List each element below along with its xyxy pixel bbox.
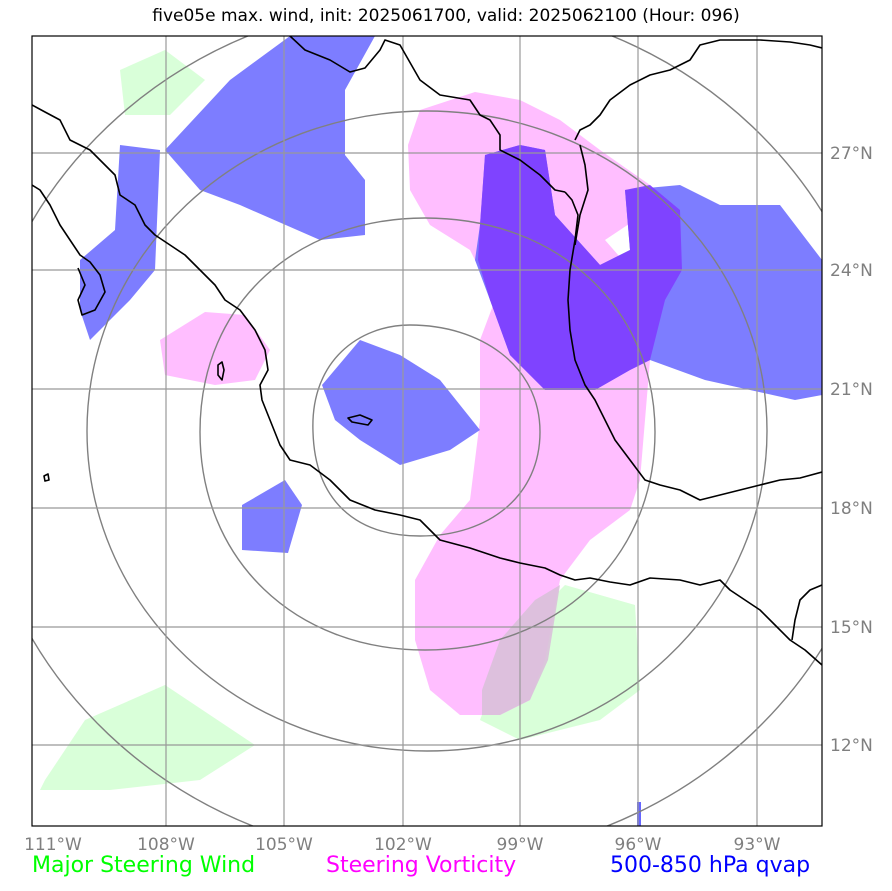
qvap-sliver <box>637 802 641 826</box>
legend-major-steering-wind: Major Steering Wind <box>32 853 256 878</box>
lon-tick-labels: 111°W 108°W 105°W 102°W 99°W 96°W 93°W <box>24 835 781 855</box>
lat-tick-label: 21°N <box>830 380 873 400</box>
coastline-gulf-of-california-east <box>289 36 566 193</box>
lat-tick-labels: 27°N 24°N 21°N 18°N 15°N 12°N <box>830 144 873 756</box>
qvap-region-coast <box>80 145 160 340</box>
coastline-island-3 <box>43 473 50 482</box>
lat-tick-label: 27°N <box>830 144 873 164</box>
range-ring-1 <box>312 324 541 537</box>
lat-tick-label: 15°N <box>830 618 873 638</box>
lon-tick-label: 108°W <box>137 835 195 855</box>
graticule <box>32 36 822 826</box>
lon-tick-label: 96°W <box>615 835 662 855</box>
coastline-texas-inner <box>574 144 589 246</box>
coastline-texas <box>574 39 822 141</box>
lat-tick-label: 12°N <box>830 736 873 756</box>
coastline-baja-west <box>32 104 822 666</box>
lon-tick-label: 93°W <box>734 835 781 855</box>
range-ring-3 <box>86 110 768 752</box>
vorticity-qvap-overlap <box>478 145 682 390</box>
qvap-region-center <box>322 340 480 465</box>
legend-qvap: 500-850 hPa qvap <box>610 853 811 878</box>
coastlines <box>32 36 822 666</box>
wind-region-southwest <box>40 685 255 790</box>
coastline-island-1 <box>217 361 225 381</box>
coastline-yucatan-south <box>791 584 822 641</box>
legend-steering-vorticity: Steering Vorticity <box>326 853 517 878</box>
lon-tick-label: 105°W <box>255 835 313 855</box>
range-rings <box>32 36 822 826</box>
coastline-island-2 <box>347 414 373 426</box>
lon-tick-label: 99°W <box>497 835 544 855</box>
map-title: five05e max. wind, init: 2025061700, val… <box>152 6 740 26</box>
lon-tick-label: 111°W <box>24 835 82 855</box>
coastline-mexico-gulf <box>564 191 822 501</box>
lat-tick-label: 18°N <box>830 499 873 519</box>
coastline-baja-tip <box>32 184 106 316</box>
map-frame <box>31 35 823 827</box>
map-plot-area <box>32 36 822 826</box>
lon-tick-label: 102°W <box>374 835 432 855</box>
lat-tick-label: 24°N <box>830 261 873 281</box>
qvap-region-southwest <box>242 480 302 553</box>
wind-vorticity-overlap <box>482 585 560 715</box>
vorticity-region-main <box>408 92 650 715</box>
range-ring-2 <box>199 217 656 651</box>
qvap-region-north <box>165 36 375 240</box>
